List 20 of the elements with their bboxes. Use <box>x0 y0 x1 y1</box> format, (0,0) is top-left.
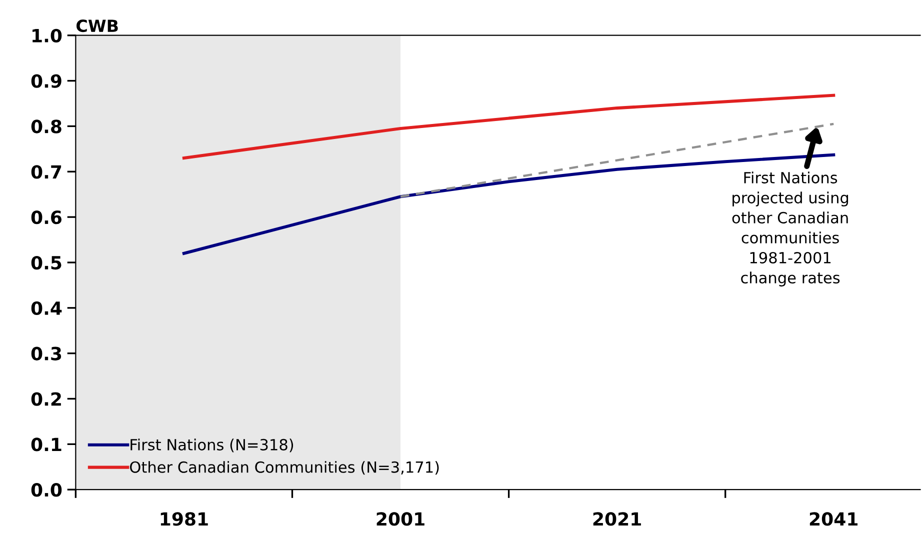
y-tick-label: 0.7 <box>31 165 62 179</box>
annotation: First Nations projected using other Canadian communities 1981-2001 change rates <box>732 172 848 286</box>
legend-label: Other Canadian Communities (N=3,171) <box>130 461 439 475</box>
y-tick-label: 1.0 <box>32 28 62 42</box>
y-tick-label: 0.6 <box>31 210 62 224</box>
x-tick-label: 2041 <box>810 512 858 526</box>
line-series <box>182 94 836 160</box>
y-tick-label: 0.5 <box>31 256 62 270</box>
y-tick-label: 0.4 <box>31 301 62 316</box>
legend-label: First Nations (N=318) <box>130 438 294 452</box>
y-tick-label: 0.3 <box>31 346 62 360</box>
y-tick-label: 0.8 <box>31 120 62 134</box>
y-tick-label: 0.9 <box>31 74 62 88</box>
y-axis-title: CWB <box>76 20 118 32</box>
y-tick-label: 0.2 <box>31 392 61 406</box>
y-tick-label: 0.1 <box>31 438 62 452</box>
x-tick-label: 2001 <box>376 512 424 526</box>
x-tick-label: 1981 <box>160 512 208 526</box>
x-tick-label: 2021 <box>593 512 641 526</box>
y-tick-label: 0.0 <box>31 483 62 497</box>
